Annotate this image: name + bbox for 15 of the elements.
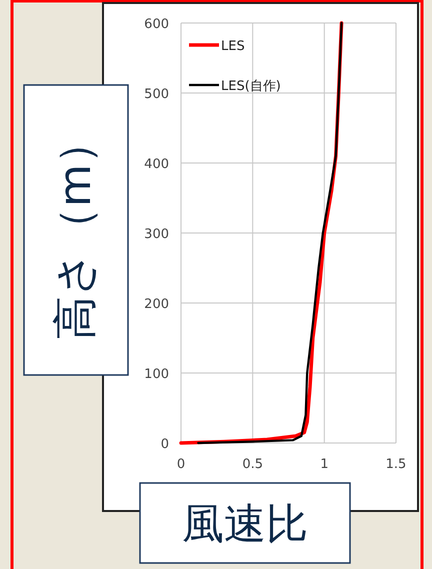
y-tick-label: 300 xyxy=(144,227,169,242)
y-tick-label: 0 xyxy=(160,437,169,452)
y-tick-label: 600 xyxy=(144,17,169,32)
x-axis-title: 風速比 xyxy=(182,499,308,548)
y-tick-label: 500 xyxy=(144,87,169,102)
x-tick-label: 1.5 xyxy=(386,457,406,472)
y-tick-label: 200 xyxy=(144,297,169,312)
x-tick-label: 0.5 xyxy=(242,457,264,472)
legend-label: LES(自作) xyxy=(221,79,281,94)
x-tick-label: 1 xyxy=(320,457,328,472)
legend-label: LES xyxy=(221,39,245,54)
x-tick-label: 0 xyxy=(176,457,186,472)
y-tick-label: 100 xyxy=(144,367,169,382)
y-tick-label: 400 xyxy=(144,157,169,172)
y-axis-title: 高さ（m） xyxy=(50,120,101,340)
